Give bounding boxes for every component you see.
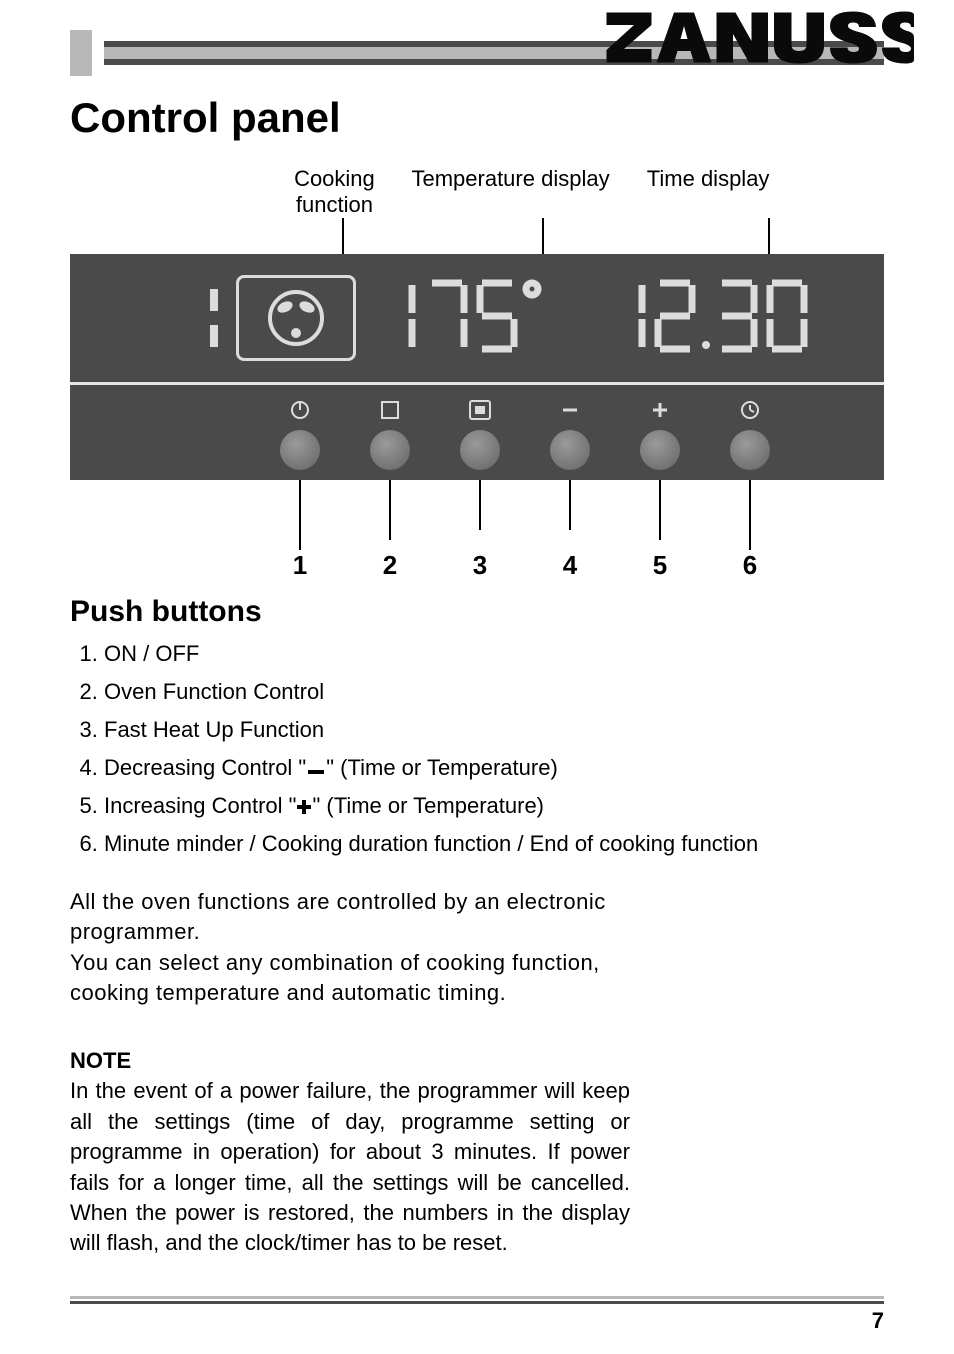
button-number: 4 (550, 550, 590, 581)
button-1-onoff[interactable] (280, 396, 320, 470)
cooking-function-symbol (236, 275, 356, 361)
minus-icon (556, 396, 584, 424)
brand-logo (604, 10, 914, 65)
page: Control panel Cooking function Temperatu… (0, 0, 954, 1354)
paragraph-1: All the oven functions are controlled by… (70, 887, 630, 1008)
page-title: Control panel (70, 94, 884, 142)
label-time: Time display (622, 166, 794, 218)
label-cooking-function-text: Cooking function (294, 166, 375, 217)
leader-line (569, 480, 571, 530)
clock-icon (736, 396, 764, 424)
button-circle (550, 430, 590, 470)
label-temperature: Temperature display (399, 166, 622, 218)
button-circle (280, 430, 320, 470)
button-numbers-row: 1 2 3 4 5 6 (280, 550, 884, 581)
list-item: Increasing Control "" (Time or Temperatu… (104, 787, 884, 825)
plus-icon (296, 799, 312, 815)
page-number: 7 (872, 1308, 884, 1334)
lcd-display-panel (70, 254, 884, 382)
time-readout (624, 273, 844, 364)
leader-line (659, 480, 661, 540)
button-3-fast-heat[interactable] (460, 396, 500, 470)
button-number: 5 (640, 550, 680, 581)
square-icon (376, 396, 404, 424)
list-item: Fast Heat Up Function (104, 711, 884, 749)
button-circle (730, 430, 770, 470)
leader-line (389, 480, 391, 540)
paragraph-2-text: You can select any combination of cookin… (70, 950, 600, 1005)
button-5-increase[interactable] (640, 396, 680, 470)
label-cooking-function: Cooking function (270, 166, 399, 218)
plus-icon (646, 396, 674, 424)
button-number: 6 (730, 550, 770, 581)
level-indicator (210, 289, 218, 347)
level-segment (210, 325, 218, 347)
leader-line (299, 480, 301, 550)
paragraph-1-text: All the oven functions are controlled by… (70, 889, 606, 944)
list-item: ON / OFF (104, 635, 884, 673)
minus-icon (306, 767, 326, 777)
display-leader-lines (270, 218, 884, 254)
button-number: 3 (460, 550, 500, 581)
button-number: 2 (370, 550, 410, 581)
footer-rule (70, 1296, 884, 1304)
note-body: In the event of a power failure, the pro… (70, 1076, 630, 1258)
fast-heat-icon (466, 396, 494, 424)
button-number: 1 (280, 550, 320, 581)
button-6-minute-minder[interactable] (730, 396, 770, 470)
display-labels-row: Cooking function Temperature display Tim… (270, 166, 794, 218)
cooking-function-indicator (210, 275, 356, 361)
push-buttons-list: ON / OFF Oven Function Control Fast Heat… (70, 635, 884, 863)
button-4-decrease[interactable] (550, 396, 590, 470)
power-icon (286, 396, 314, 424)
list-item: Oven Function Control (104, 673, 884, 711)
leader-line (768, 218, 770, 254)
note-heading: NOTE (70, 1048, 884, 1074)
level-segment (210, 289, 218, 311)
leader-line (479, 480, 481, 530)
leader-line (542, 218, 544, 254)
button-circle (370, 430, 410, 470)
button-leader-lines (280, 480, 884, 550)
button-circle (460, 430, 500, 470)
leader-line (342, 218, 344, 254)
leader-line (749, 480, 751, 550)
top-banner-tab (70, 30, 92, 76)
push-buttons-heading: Push buttons (70, 595, 884, 629)
button-panel (70, 382, 884, 480)
list-item: Decreasing Control "" (Time or Temperatu… (104, 749, 884, 787)
button-2-oven-function[interactable] (370, 396, 410, 470)
temperature-readout (380, 273, 600, 364)
list-item: Minute minder / Cooking duration functio… (104, 825, 884, 863)
button-circle (640, 430, 680, 470)
